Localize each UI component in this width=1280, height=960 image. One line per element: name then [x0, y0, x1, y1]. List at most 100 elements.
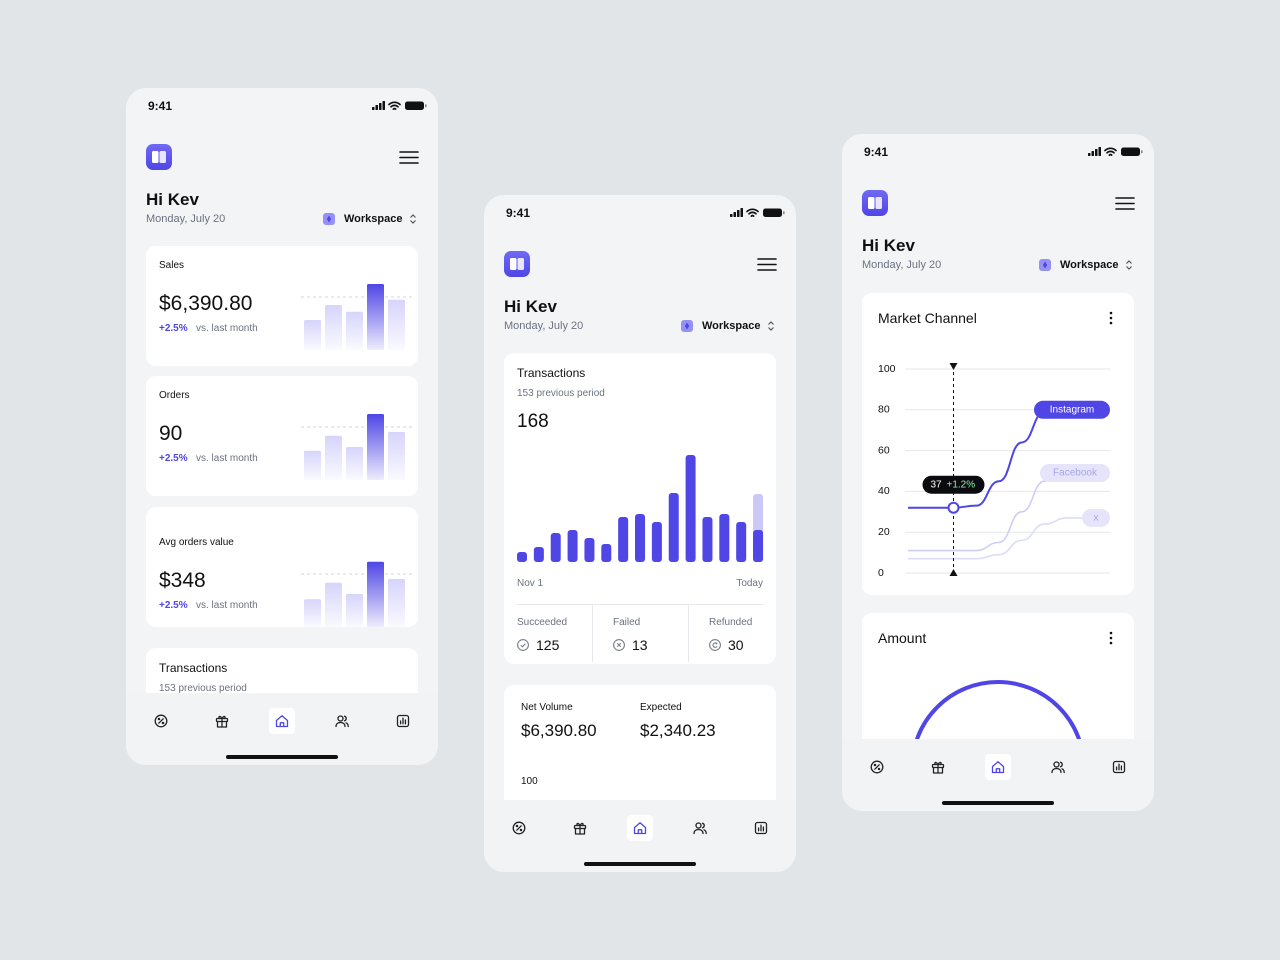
signal-bar	[379, 103, 382, 110]
nav-active-bg	[269, 708, 295, 734]
legend-label: Instagram	[1050, 404, 1094, 415]
bar	[601, 544, 612, 562]
icon-shape	[154, 714, 168, 728]
card-value: 168	[517, 411, 549, 432]
crosshair-cap	[949, 569, 958, 576]
card-value: 90	[159, 422, 183, 445]
workspace-icon[interactable]	[323, 213, 335, 225]
icon-shape	[870, 760, 884, 774]
nav-icon[interactable]	[335, 714, 349, 728]
nav-icon[interactable]	[1112, 760, 1126, 774]
dot	[1109, 641, 1113, 645]
menu-button[interactable]	[757, 258, 777, 271]
app-logo[interactable]	[504, 251, 530, 277]
nav-active-bg	[627, 815, 653, 841]
icon-shape	[520, 643, 526, 648]
mini-chart	[301, 284, 413, 350]
icon-shape	[275, 715, 289, 728]
card-change: +2.5%	[159, 323, 188, 334]
status-time: 9:41	[864, 145, 889, 159]
workspace-name[interactable]: Workspace	[1060, 259, 1119, 271]
nav-icon[interactable]	[754, 821, 768, 835]
menu-button[interactable]	[399, 151, 419, 164]
workspace-chevron[interactable]	[409, 213, 417, 225]
nav-icon[interactable]	[512, 821, 526, 835]
signal-bar	[372, 107, 375, 110]
card-title: Orders	[159, 390, 190, 401]
card-change: +2.5%	[159, 453, 188, 464]
icon-shape	[1115, 763, 1123, 771]
more-button[interactable]	[1109, 311, 1113, 325]
icon-shape	[1051, 761, 1065, 774]
nav-icon[interactable]	[931, 760, 945, 774]
icon-shape	[1053, 761, 1060, 768]
crosshair-cap	[949, 363, 958, 370]
icon-shape	[161, 721, 165, 725]
bar	[533, 547, 544, 562]
greeting: Hi Kev	[504, 297, 557, 316]
icon-shape	[633, 822, 647, 835]
date: Monday, July 20	[862, 259, 942, 271]
icon-shape	[1112, 760, 1126, 774]
dot	[1109, 311, 1113, 315]
nav-icon[interactable]	[991, 760, 1005, 774]
icon-shape	[396, 714, 410, 728]
icon-shape	[335, 715, 349, 728]
bar	[325, 305, 342, 350]
legend-label: Facebook	[1053, 468, 1098, 479]
more-button[interactable]	[1109, 631, 1113, 645]
card-subtitle: 153 previous period	[517, 388, 605, 399]
icon-shape	[709, 639, 721, 651]
card-title: Transactions	[159, 661, 228, 675]
workspace-icon[interactable]	[1039, 259, 1051, 271]
icon-shape	[754, 821, 768, 835]
battery	[763, 208, 782, 217]
volume-label: Net Volume	[521, 702, 573, 713]
nav-icon[interactable]	[870, 760, 884, 774]
workspace-icon[interactable]	[681, 320, 693, 332]
status-icons	[1088, 147, 1143, 156]
stat-label: Refunded	[709, 617, 753, 628]
nav-icon[interactable]	[275, 714, 289, 728]
y-tick-label: 60	[878, 444, 890, 456]
icon-shape	[216, 715, 228, 728]
chevron	[1126, 260, 1132, 270]
workspace-name[interactable]: Workspace	[344, 213, 403, 225]
y-tick-label: 20	[878, 526, 890, 538]
icon-shape	[157, 717, 161, 721]
bar	[702, 517, 713, 562]
y-tick-label: 80	[878, 404, 890, 416]
nav-icon[interactable]	[693, 821, 707, 835]
nav-icon[interactable]	[396, 714, 410, 728]
legend-label: x	[1094, 513, 1099, 524]
dot	[1109, 631, 1113, 635]
stat-icon	[517, 639, 529, 651]
logo-page	[517, 258, 524, 270]
bar	[304, 320, 321, 350]
signal-bar	[375, 105, 378, 110]
card-title: Avg orders value	[159, 537, 234, 548]
nav-icon[interactable]	[633, 821, 647, 835]
workspace-chevron[interactable]	[767, 320, 775, 332]
status-icons	[730, 208, 785, 217]
logo-page	[875, 197, 882, 209]
app-logo[interactable]	[146, 144, 172, 170]
workspace-chevron[interactable]	[1125, 259, 1133, 271]
bar	[753, 530, 764, 562]
stat-icon	[709, 639, 721, 651]
bar	[367, 414, 384, 480]
workspace-name[interactable]: Workspace	[702, 320, 761, 332]
metric-card: Avg orders value $348 +2.5% vs. last month	[146, 507, 418, 627]
app-logo[interactable]	[862, 190, 888, 216]
amount-gauge	[910, 680, 1086, 769]
wifi-icon	[1104, 147, 1117, 156]
card-title: Amount	[878, 630, 927, 646]
icon-shape	[512, 821, 526, 835]
icon-shape	[519, 828, 523, 832]
nav-icon[interactable]	[1051, 760, 1065, 774]
menu-button[interactable]	[1115, 197, 1135, 210]
nav-icon[interactable]	[154, 714, 168, 728]
phone-screen: 9:41 Hi Kev Monday, July 20 Workspace Sales $…	[126, 88, 438, 765]
nav-icon[interactable]	[573, 821, 587, 835]
nav-icon[interactable]	[215, 714, 229, 728]
